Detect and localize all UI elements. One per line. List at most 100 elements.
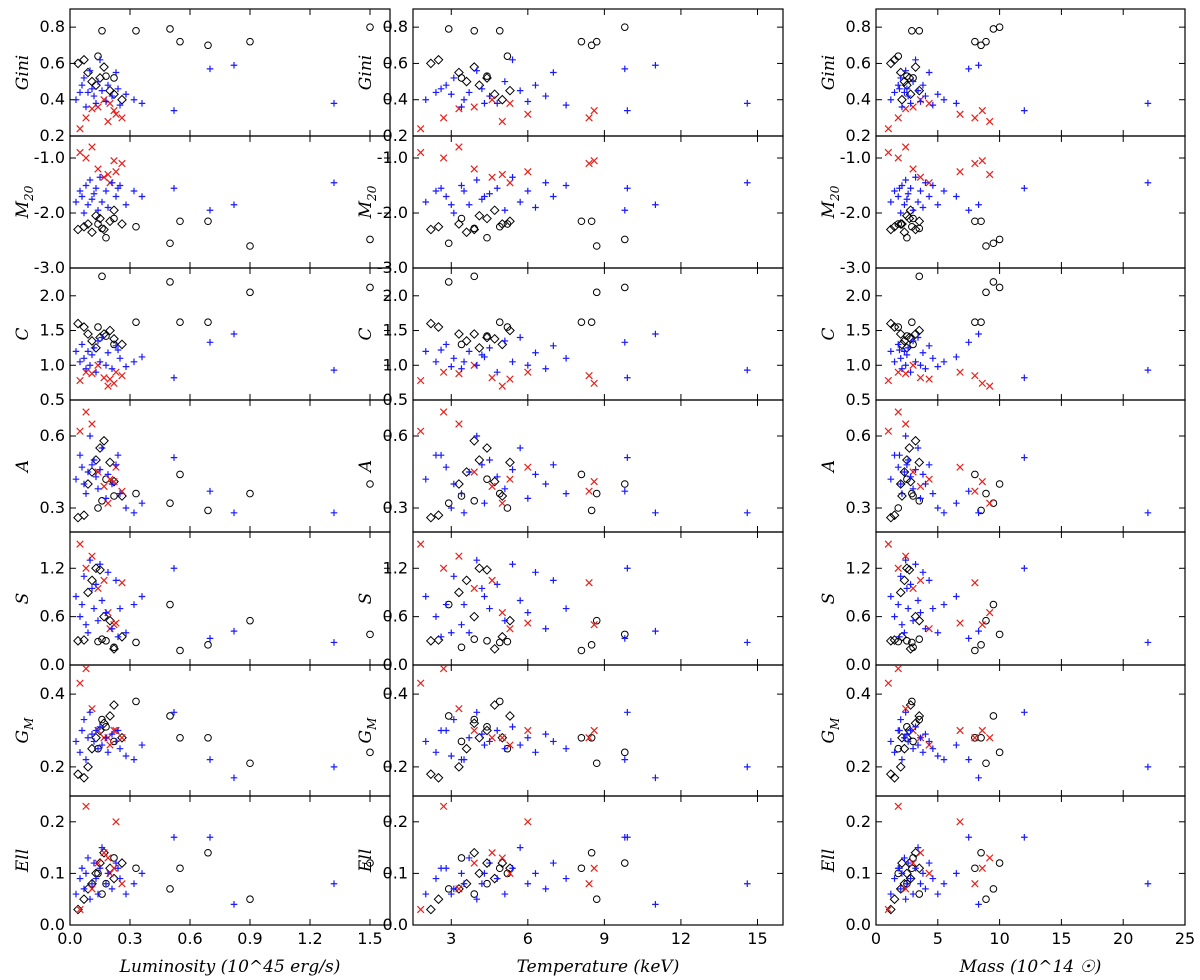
data-point-circle xyxy=(483,637,491,645)
y-axis-label: C xyxy=(13,327,33,340)
data-point-diamond xyxy=(83,479,93,489)
data-point-diamond xyxy=(482,213,492,224)
data-point-plus xyxy=(76,613,84,620)
data-point-diamond xyxy=(469,611,480,622)
data-point-diamond xyxy=(87,878,97,889)
data-point-circle xyxy=(246,242,254,250)
data-point-cross xyxy=(118,371,126,380)
data-point-diamond xyxy=(425,635,436,646)
data-point-diamond xyxy=(474,210,485,221)
data-point-plus xyxy=(493,727,501,734)
data-point-plus xyxy=(907,473,914,481)
data-point-cross xyxy=(894,665,902,673)
data-point-plus xyxy=(84,348,92,355)
data-point-circle xyxy=(246,895,254,904)
panel-frame xyxy=(412,531,784,666)
data-point-plus xyxy=(84,468,92,476)
data-point-plus xyxy=(206,635,214,642)
data-point-plus xyxy=(458,365,465,373)
data-point-plus xyxy=(478,730,486,738)
data-point-circle xyxy=(366,283,374,292)
data-point-plus xyxy=(922,625,929,633)
data-point-cross xyxy=(590,620,598,629)
data-point-plus xyxy=(922,730,929,738)
data-point-plus xyxy=(450,716,458,723)
data-point-plus xyxy=(92,100,100,107)
panel-frame xyxy=(875,664,1186,797)
y-tick-label: 0.4 xyxy=(40,684,65,703)
data-point-plus xyxy=(940,96,948,104)
data-points xyxy=(884,272,1152,390)
data-point-plus xyxy=(652,61,659,69)
data-point-plus xyxy=(652,627,659,635)
data-point-cross xyxy=(100,173,108,181)
panel: 0.0 0.1 0.2 0.0 0.3 0.6 0.9 1.2 1.5 Ell xyxy=(13,795,391,948)
data-point-diamond xyxy=(461,575,472,586)
data-point-circle xyxy=(495,222,504,231)
data-point-plus xyxy=(1144,639,1152,646)
data-points xyxy=(72,408,374,523)
data-point-plus xyxy=(914,334,922,341)
data-point-plus xyxy=(524,734,532,742)
data-points xyxy=(416,665,751,783)
data-point-plus xyxy=(473,361,481,369)
data-point-cross xyxy=(506,741,514,749)
data-point-plus xyxy=(473,67,481,74)
data-point-circle xyxy=(246,759,254,768)
y-axis-label: GM xyxy=(13,717,36,744)
data-point-plus xyxy=(887,96,895,104)
data-point-plus xyxy=(108,885,116,893)
data-point-plus xyxy=(92,473,100,481)
data-point-plus xyxy=(907,100,914,107)
data-point-circle xyxy=(166,885,174,893)
data-point-plus xyxy=(493,581,501,588)
data-point-plus xyxy=(909,206,917,214)
data-point-cross xyxy=(985,608,994,617)
y-tick-label: 1.0 xyxy=(383,355,408,374)
y-tick-label: -1.0 xyxy=(840,148,871,167)
data-point-plus xyxy=(447,363,455,370)
data-point-plus xyxy=(206,833,214,841)
data-point-plus xyxy=(138,100,146,107)
data-point-plus xyxy=(90,344,98,352)
data-point-diamond xyxy=(885,635,896,646)
data-point-plus xyxy=(621,206,629,214)
data-point-plus xyxy=(917,880,924,888)
data-point-cross xyxy=(82,665,90,673)
data-point-plus xyxy=(917,495,924,502)
data-point-plus xyxy=(86,67,94,74)
data-point-plus xyxy=(422,593,430,600)
data-point-circle xyxy=(620,859,629,867)
data-point-plus xyxy=(112,193,120,200)
data-point-diamond xyxy=(109,700,119,710)
data-point-circle xyxy=(894,504,903,512)
x-tick-label: 20 xyxy=(1113,929,1133,948)
x-tick-label: 0.6 xyxy=(177,929,202,948)
data-point-plus xyxy=(509,560,516,568)
data-point-plus xyxy=(486,344,493,352)
data-point-plus xyxy=(493,473,501,481)
x-axis-label: Luminosity (10^45 erg/s) xyxy=(119,957,341,977)
data-point-plus xyxy=(88,351,96,359)
data-point-diamond xyxy=(482,443,492,453)
data-point-cross xyxy=(416,427,425,435)
data-point-plus xyxy=(934,504,942,512)
y-axis-label-sub: M xyxy=(22,717,36,731)
data-point-plus xyxy=(481,870,488,877)
y-axis-label: M20 xyxy=(819,185,842,219)
data-point-plus xyxy=(940,358,948,366)
data-point-plus xyxy=(550,69,557,76)
data-point-circle xyxy=(166,499,174,508)
panel: 0.3 0.6 A xyxy=(819,399,1186,533)
data-point-plus xyxy=(914,844,922,851)
data-point-diamond xyxy=(73,224,83,235)
data-point-plus xyxy=(914,741,922,749)
data-point-circle xyxy=(176,217,184,226)
data-point-cross xyxy=(894,368,902,376)
data-point-diamond xyxy=(889,772,900,783)
data-point-circle xyxy=(995,23,1004,31)
data-points xyxy=(416,802,751,915)
y-axis-label: S xyxy=(356,593,376,605)
data-point-plus xyxy=(447,504,455,512)
y-axis-label-main: Gini xyxy=(819,55,839,90)
